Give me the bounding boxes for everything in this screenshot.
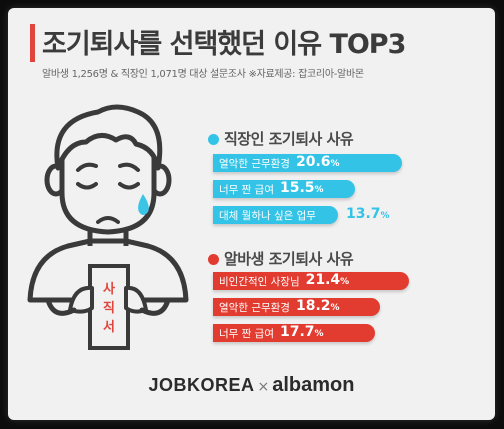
bar-employee-3 [213, 206, 338, 224]
hair [54, 104, 163, 171]
logo-separator: × [257, 379, 270, 395]
employee-section-dot [208, 134, 219, 145]
employee-section-title: 직장인 조기퇴사 사유 [224, 130, 354, 148]
title-accent-bar [30, 24, 35, 62]
bar-label: 비인간적인 사장님 [219, 276, 300, 288]
bar-value: 18.2% [295, 298, 340, 314]
letter-char-3: 서 [103, 320, 115, 335]
parttime-section-dot [208, 254, 219, 265]
bar-label: 너무 짠 급여 [219, 184, 274, 196]
parttime-section-title: 알바생 조기퇴사 사유 [224, 250, 354, 268]
bar-parttime-1 [213, 272, 409, 290]
bar-employee-2 [213, 180, 355, 198]
bar-label: 대체 뭘하나 싶은 업무 [219, 210, 316, 222]
albamon-logo: albamon [272, 374, 355, 396]
bar-label: 열악한 근무환경 [219, 158, 290, 170]
bar-parttime-3 [213, 324, 375, 342]
footer-logos: JOBKOREA × albamon [8, 374, 495, 397]
bar-label: 열악한 근무환경 [219, 302, 290, 314]
page-title: 조기퇴사를 선택했던 이유 TOP3 [42, 29, 406, 60]
bar-employee-1 [213, 154, 402, 172]
bar-value: 20.6% [295, 154, 340, 170]
bar-value: 21.4% [305, 272, 350, 288]
bar-label: 너무 짠 급여 [219, 328, 274, 340]
letter-char-1: 사 [103, 281, 115, 297]
infographic-card: 조기퇴사를 선택했던 이유 TOP3 알바생 1,256명 & 직장인 1,07… [8, 8, 495, 420]
bar-value: 13.7% [346, 206, 390, 222]
bar-parttime-2 [213, 298, 380, 316]
jobkorea-logo: JOBKOREA [148, 375, 255, 395]
letter-char-2: 직 [103, 300, 115, 316]
crying-worker-illustration: 사 직 서 [27, 104, 189, 350]
bar-value: 15.5% [279, 180, 324, 196]
page-subtitle: 알바생 1,256명 & 직장인 1,071명 대상 설문조사 ※자료제공: 잡… [42, 69, 364, 80]
tear-icon [138, 194, 149, 215]
bar-value: 17.7% [279, 324, 324, 340]
